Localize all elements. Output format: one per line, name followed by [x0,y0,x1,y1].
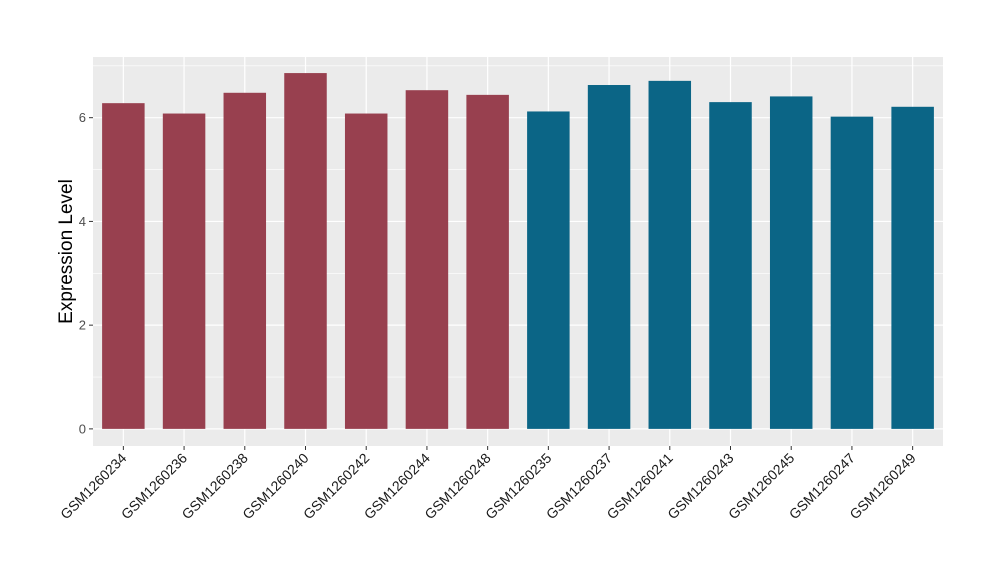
bar-GSM1260238 [223,92,267,429]
bar-GSM1260243 [709,102,752,429]
y-tick-label: 6 [79,110,86,125]
x-axis: GSM1260234GSM1260236GSM1260238GSM1260240… [57,446,919,522]
y-tick-label: 2 [79,318,86,333]
y-axis-title: Expression Level [56,179,77,324]
y-tick-label: 0 [79,421,86,436]
bar-GSM1260247 [830,116,874,429]
bar-GSM1260241 [648,80,692,429]
plot-panel [93,57,943,446]
bar-GSM1260249 [891,106,934,429]
y-tick-label: 4 [79,214,86,229]
bar-GSM1260235 [527,111,570,429]
bar-GSM1260237 [587,85,631,429]
y-axis: 0 2 4 6 [79,110,93,436]
bar-GSM1260236 [162,113,206,429]
bar-GSM1260245 [769,96,813,429]
bar-GSM1260234 [102,103,145,429]
bars [102,73,934,429]
bar-GSM1260248 [466,94,509,429]
bar-GSM1260240 [284,73,327,429]
bar-GSM1260244 [405,90,449,429]
bar-GSM1260242 [344,113,388,429]
